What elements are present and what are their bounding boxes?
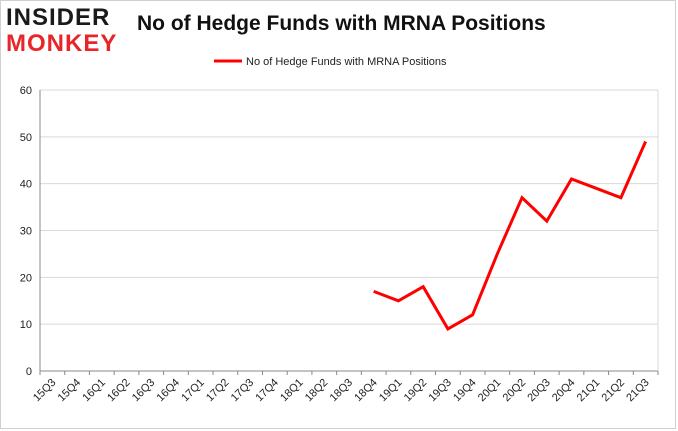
x-tick-label: 16Q3 [130, 377, 158, 405]
x-tick-label: 18Q2 [303, 377, 331, 405]
x-tick-label: 17Q3 [229, 377, 257, 405]
x-tick-label: 19Q1 [377, 377, 405, 405]
series [373, 140, 647, 331]
x-tick-label: 20Q2 [501, 377, 529, 405]
y-tick-label: 50 [20, 132, 32, 144]
y-tick-label: 0 [26, 366, 32, 378]
legend: No of Hedge Funds with MRNA Positions [214, 56, 447, 68]
x-tick-label: 17Q1 [179, 377, 207, 405]
x-tick-label: 15Q4 [56, 377, 84, 405]
legend-label: No of Hedge Funds with MRNA Positions [246, 56, 447, 68]
x-tick-label: 15Q3 [31, 377, 59, 405]
x-tick-label: 19Q4 [451, 377, 479, 405]
x-tick-label: 16Q1 [80, 377, 108, 405]
x-tick-label: 18Q1 [278, 377, 306, 405]
y-tick-label: 10 [20, 319, 32, 331]
insider-monkey-logo: INSIDER MONKEY [6, 6, 124, 56]
logo-line-1: INSIDER [6, 4, 111, 31]
x-tick-label: 20Q4 [550, 377, 578, 405]
y-tick-label: 60 [20, 85, 32, 97]
chart-title: No of Hedge Funds with MRNA Positions [137, 12, 546, 35]
x-tick-label: 18Q3 [328, 377, 356, 405]
x-tick-label: 20Q1 [476, 377, 504, 405]
axes: 010203040506015Q315Q416Q116Q216Q316Q417Q… [20, 85, 659, 405]
x-tick-label: 19Q3 [426, 377, 454, 405]
x-tick-label: 20Q3 [525, 377, 553, 405]
x-tick-label: 21Q3 [624, 377, 652, 405]
x-tick-label: 17Q2 [204, 377, 232, 405]
x-tick-label: 16Q4 [155, 377, 183, 405]
x-tick-label: 17Q4 [253, 377, 281, 405]
x-tick-label: 18Q4 [352, 377, 380, 405]
y-tick-label: 30 [20, 226, 32, 238]
series-line-0 [373, 140, 647, 331]
x-tick-label: 16Q2 [105, 377, 133, 405]
gridlines [40, 89, 659, 372]
x-tick-label: 21Q2 [600, 377, 628, 405]
x-tick-label: 19Q2 [402, 377, 430, 405]
y-tick-label: 20 [20, 272, 32, 284]
logo-line-2: MONKEY [6, 30, 118, 57]
y-tick-label: 40 [20, 179, 32, 191]
x-tick-label: 21Q1 [575, 377, 603, 405]
